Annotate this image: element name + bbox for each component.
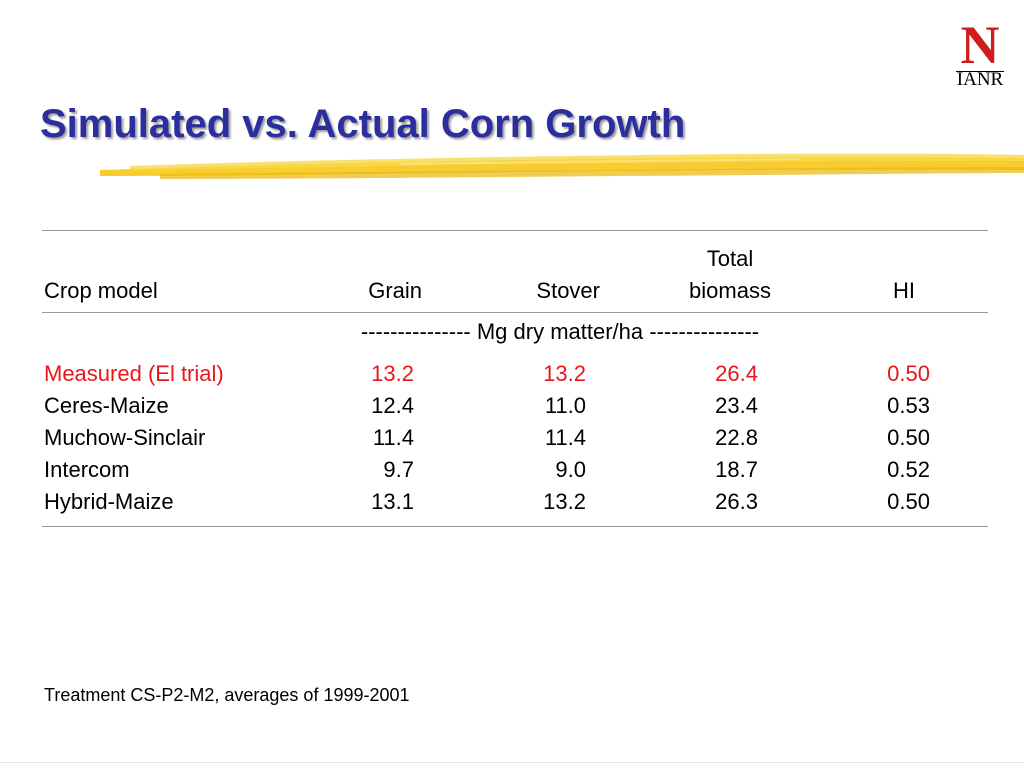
row-total: 23.4 [715, 393, 758, 418]
row-total: 18.7 [715, 457, 758, 482]
ianr-logo: N IANR [950, 18, 1010, 90]
row-stover: 9.0 [555, 457, 586, 482]
header-total-line1: Total [706, 246, 754, 271]
row-hi: 0.50 [887, 425, 930, 450]
row-hi: 0.53 [887, 393, 930, 418]
row-grain: 11.4 [372, 425, 414, 450]
row-grain: 12.4 [371, 393, 414, 418]
row-hi: 0.52 [887, 457, 930, 482]
row-total: 26.4 [715, 361, 758, 386]
row-model: Muchow-Sinclair [44, 425, 206, 450]
footnote: Treatment CS-P2-M2, averages of 1999-200… [44, 685, 410, 705]
row-hi: 0.50 [887, 361, 930, 386]
row-stover: 13.2 [543, 361, 586, 386]
row-model: Intercom [44, 457, 130, 482]
table-top-rule [42, 230, 988, 231]
header-total-line2: biomass [689, 278, 771, 303]
header-stover: Stover [536, 278, 600, 303]
header-bottom-rule [42, 312, 988, 313]
row-stover: 11.0 [544, 393, 586, 418]
row-stover: 11.4 [544, 425, 586, 450]
table-bottom-rule [42, 526, 988, 527]
row-stover: 13.2 [543, 489, 586, 514]
row-grain: 13.2 [371, 361, 414, 386]
logo-text: IANR [956, 69, 1004, 90]
row-model: Ceres-Maize [44, 393, 169, 418]
header-crop-model: Crop model [44, 278, 158, 303]
row-total: 26.3 [715, 489, 758, 514]
slide-title: Simulated vs. Actual Corn Growth [40, 102, 686, 146]
logo-divider [956, 71, 1004, 72]
row-total: 22.8 [715, 425, 758, 450]
header-hi: HI [893, 278, 915, 303]
title-underline-swoosh [100, 153, 1024, 179]
slide-bottom-divider [0, 762, 1024, 763]
row-grain: 13.1 [371, 489, 414, 514]
row-grain: 9.7 [383, 457, 414, 482]
row-hi: 0.50 [887, 489, 930, 514]
header-grain: Grain [368, 278, 422, 303]
row-model: Hybrid-Maize [44, 489, 174, 514]
row-model: Measured (El trial) [44, 361, 224, 386]
logo-letter: N [960, 15, 1000, 75]
units-row: --------------- Mg dry matter/ha -------… [360, 319, 760, 344]
